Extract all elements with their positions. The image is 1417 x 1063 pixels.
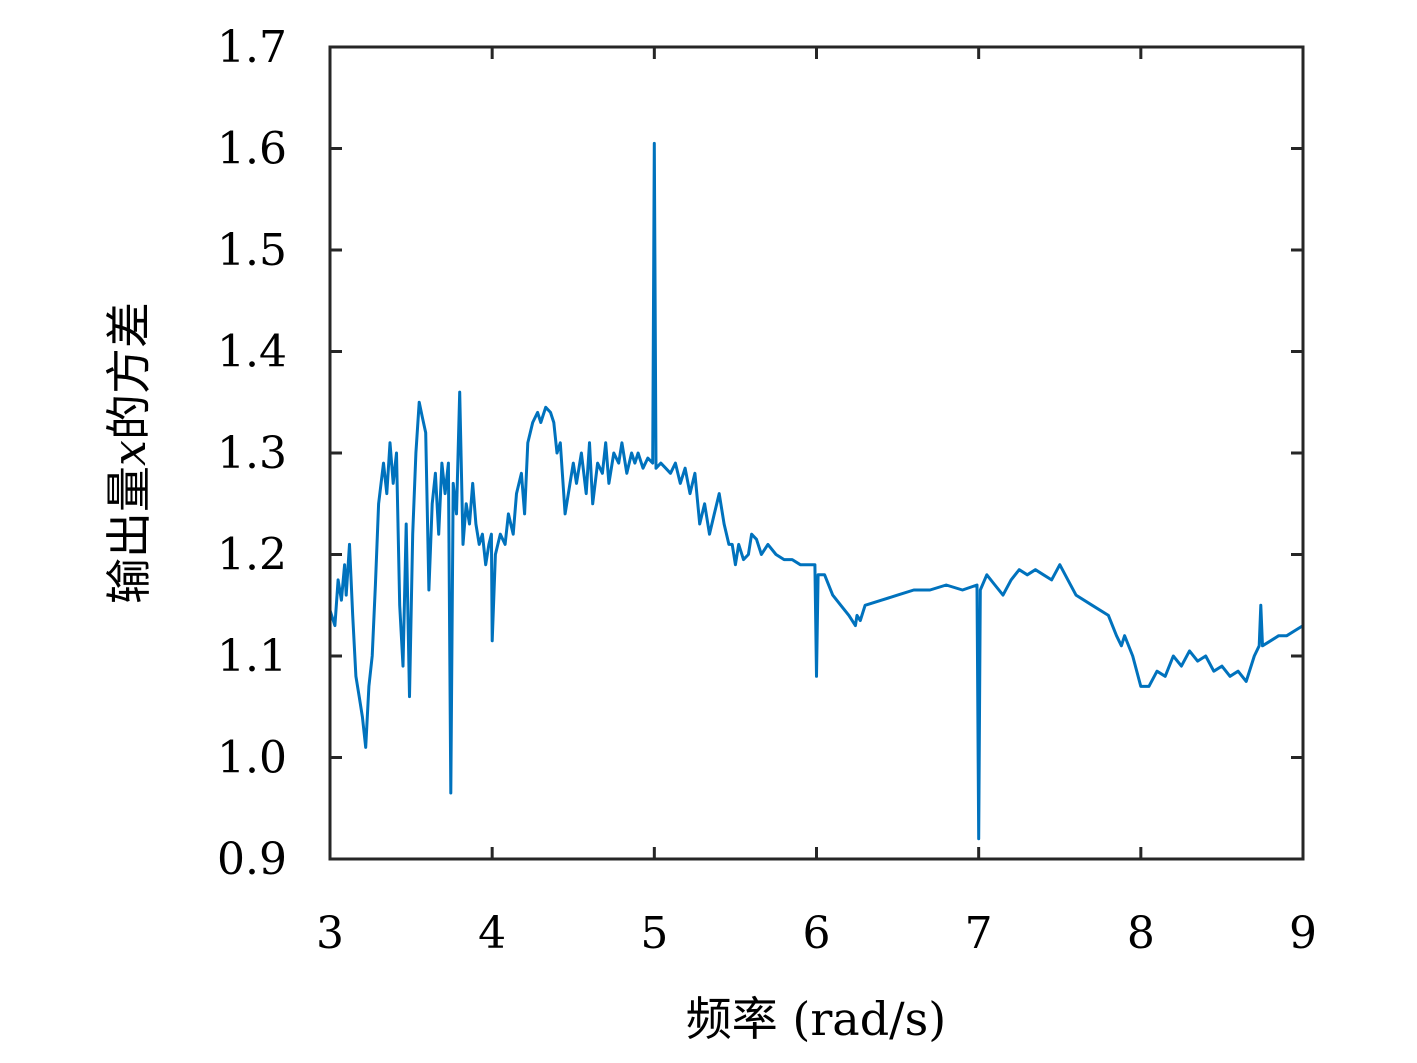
x-tick-label: 5	[640, 908, 668, 959]
plot-area-frame	[328, 45, 1305, 861]
y-axis-label-variable: x	[102, 440, 156, 466]
x-tick-label: 8	[1127, 908, 1155, 959]
axis-ticks	[328, 45, 1305, 861]
y-tick-label: 1.0	[217, 733, 287, 784]
y-tick-label: 1.7	[217, 22, 287, 73]
y-tick-label: 0.9	[217, 834, 287, 885]
y-tick-label: 1.1	[217, 631, 287, 682]
y-tick-label: 1.5	[217, 225, 287, 276]
y-tick-label: 1.4	[217, 327, 287, 378]
x-tick-label: 6	[803, 908, 831, 959]
y-axis-label-suffix: 的方差	[102, 302, 156, 440]
y-tick-label: 1.6	[217, 124, 287, 175]
x-tick-label: 4	[478, 908, 506, 959]
x-tick-label: 3	[316, 908, 344, 959]
x-tick-label: 9	[1289, 908, 1317, 959]
y-tick-label: 1.2	[217, 530, 287, 581]
series-line	[328, 141, 1304, 841]
x-tick-label: 7	[965, 908, 993, 959]
y-axis-label-prefix: 输出量	[102, 466, 156, 604]
x-axis-label: 频率 (rad/s)	[686, 992, 946, 1046]
y-axis-label: 输出量x的方差	[102, 302, 156, 604]
y-tick-label: 1.3	[217, 428, 287, 479]
tick-labels: 3 4 5 6 7 8 9 0.9 1.0 1.1 1.2 1.3 1.4 1.5 1.6 1.7	[217, 22, 1317, 959]
